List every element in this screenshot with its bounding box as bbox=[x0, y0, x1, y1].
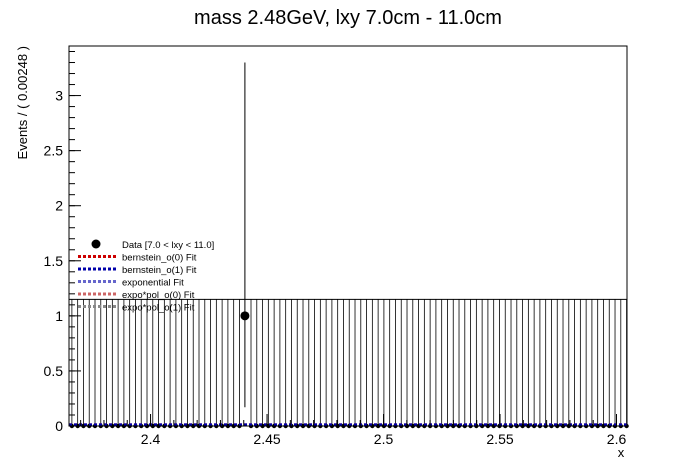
data-points bbox=[240, 62, 250, 408]
y-tick-label: 2.5 bbox=[44, 143, 64, 159]
legend-label: exponential Fit bbox=[122, 278, 184, 289]
legend-marker bbox=[91, 239, 101, 249]
y-tick-label: 1.5 bbox=[44, 253, 64, 269]
legend-label: expo*pol_o(1) Fit bbox=[122, 303, 195, 314]
y-tick-label: 2 bbox=[55, 198, 63, 214]
legend-label: Data [7.0 < lxy < 11.0] bbox=[122, 240, 214, 251]
x-tick-label: 2.4 bbox=[141, 431, 161, 447]
legend-label: bernstein_o(1) Fit bbox=[122, 265, 197, 276]
data-point bbox=[240, 311, 250, 321]
y-tick-label: 0.5 bbox=[44, 363, 64, 379]
x-axis-label: x bbox=[618, 445, 625, 460]
y-axis: 0 0.5 1 1.5 2 2.5 3 bbox=[44, 51, 81, 434]
legend-label: bernstein_o(0) Fit bbox=[122, 253, 197, 264]
chart-title: mass 2.48GeV, lxy 7.0cm - 11.0cm bbox=[194, 7, 502, 29]
legend: Data [7.0 < lxy < 11.0] bernstein_o(0) Fi… bbox=[78, 239, 214, 314]
y-tick-label: 0 bbox=[55, 418, 63, 434]
y-tick-label: 3 bbox=[55, 88, 63, 104]
y-tick-label: 1 bbox=[55, 308, 63, 324]
plot-frame bbox=[68, 45, 628, 427]
x-axis: 2.4 2.45 2.5 2.55 2.6 bbox=[80, 414, 627, 447]
y-axis-label: Events / ( 0.00248 ) bbox=[15, 46, 30, 159]
zero-bin-error-bars bbox=[69, 298, 629, 429]
x-tick-label: 2.5 bbox=[374, 431, 394, 447]
x-tick-label: 2.55 bbox=[486, 431, 513, 447]
legend-label: expo*pol_o(0) Fit bbox=[122, 290, 195, 301]
x-tick-label: 2.45 bbox=[253, 431, 280, 447]
x-tick-label: 2.6 bbox=[607, 431, 627, 447]
